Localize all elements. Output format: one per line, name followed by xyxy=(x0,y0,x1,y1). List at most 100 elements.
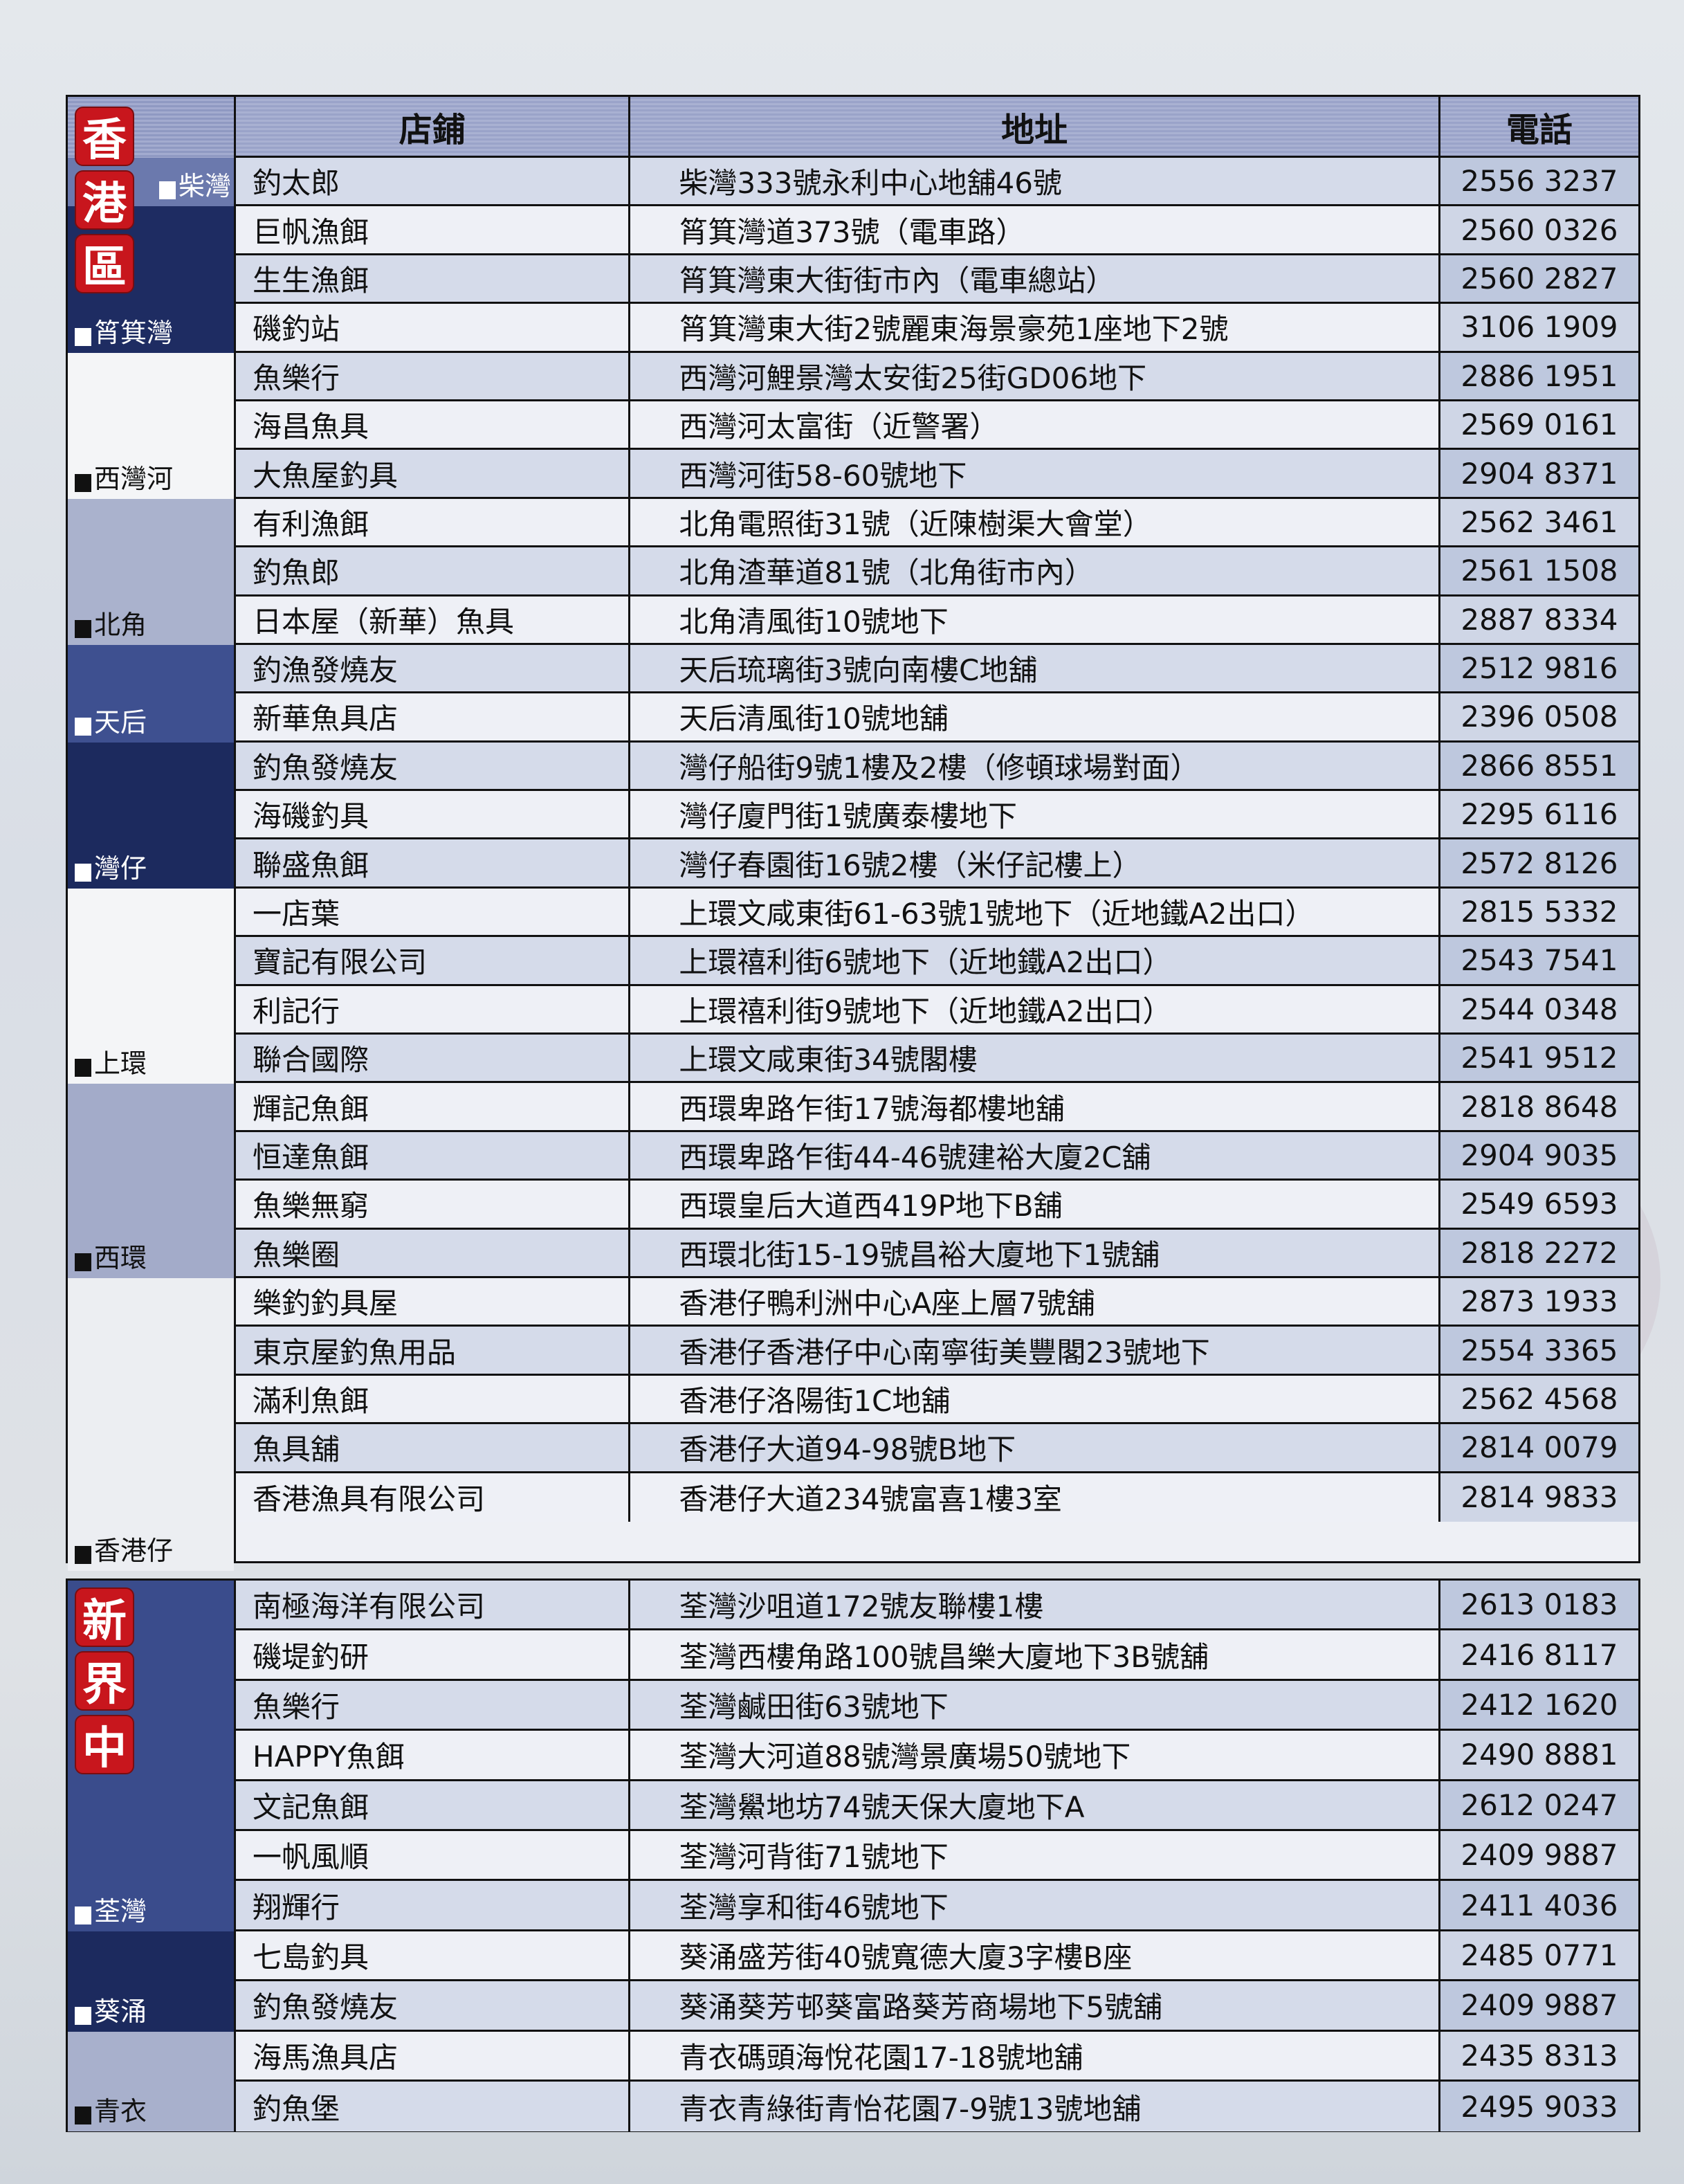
district-group: 天后 xyxy=(68,645,234,743)
store-phone: 2485 0771 xyxy=(1440,1931,1638,1980)
region-badge: 香港區 xyxy=(75,107,134,293)
store-phone: 2560 2827 xyxy=(1440,255,1638,302)
store-address: 香港仔大道94-98號B地下 xyxy=(630,1424,1440,1471)
store-address: 北角渣華道81號（北角街市內） xyxy=(630,547,1440,594)
store-name: 釣魚堡 xyxy=(236,2081,631,2132)
district-label: 西灣河 xyxy=(94,463,174,494)
store-name: 海馬漁具店 xyxy=(236,2031,631,2080)
store-name: 寶記有限公司 xyxy=(236,937,631,984)
table-row: 有利漁餌 北角電照街31號（近陳樹渠大會堂） 2562 3461 xyxy=(236,498,1638,548)
table-row: 磯釣站 筲箕灣東大街2號麗東海景豪苑1座地下2號 3106 1909 xyxy=(236,304,1638,353)
store-phone: 2411 4036 xyxy=(1440,1881,1638,1929)
store-address: 西灣河街58-60號地下 xyxy=(630,450,1440,497)
store-phone: 2904 9035 xyxy=(1440,1131,1638,1179)
table-row: 魚具舖 香港仔大道94-98號B地下 2814 0079 xyxy=(236,1424,1638,1473)
store-address: 上環文咸東街61-63號1號地下（近地鐵A2出口） xyxy=(630,888,1440,936)
table-row: 魚樂行 西灣河鯉景灣太安街25街GD06地下 2886 1951 xyxy=(236,352,1638,401)
store-phone: 2814 9833 xyxy=(1440,1473,1638,1522)
district-group: 上環 xyxy=(68,889,234,1084)
square-bullet-icon xyxy=(75,473,91,492)
store-address: 荃灣西樓角路100號昌樂大廈地下3B號舖 xyxy=(630,1630,1440,1679)
store-address: 上環文咸東街34號閣樓 xyxy=(630,1035,1440,1082)
district-group: 香港仔 xyxy=(68,1278,234,1571)
table-row: 利記行 上環禧利街9號地下（近地鐵A2出口） 2544 0348 xyxy=(236,985,1638,1035)
store-name: 聯盛魚餌 xyxy=(236,839,631,886)
store-address: 上環禧利街6號地下（近地鐵A2出口） xyxy=(630,937,1440,984)
store-name: 七島釣具 xyxy=(236,1931,631,1980)
store-address: 香港仔鴨利洲中心A座上層7號舖 xyxy=(630,1277,1440,1325)
store-address: 上環禧利街9號地下（近地鐵A2出口） xyxy=(630,985,1440,1033)
store-address: 荃灣沙咀道172號友聯樓1樓 xyxy=(630,1581,1440,1629)
table-row: 大魚屋釣具 西灣河街58-60號地下 2904 8371 xyxy=(236,450,1638,499)
store-name: 魚具舖 xyxy=(236,1424,631,1471)
store-address: 柴灣333號永利中心地舖46號 xyxy=(630,158,1440,205)
store-address: 灣仔春園街16號2樓（米仔記樓上） xyxy=(630,839,1440,886)
store-name: 輝記魚餌 xyxy=(236,1083,631,1130)
store-name: 樂釣釣具屋 xyxy=(236,1277,631,1325)
table-row: 釣魚郎 北角渣華道81號（北角街市內） 2561 1508 xyxy=(236,547,1638,597)
table-row: 釣太郎 柴灣333號永利中心地舖46號 2556 3237 xyxy=(236,158,1638,207)
store-phone: 2561 1508 xyxy=(1440,547,1638,594)
table-row: 南極海洋有限公司 荃灣沙咀道172號友聯樓1樓 2613 0183 xyxy=(236,1581,1638,1631)
table-row: 一帆風順 荃灣河背街71號地下 2409 9887 xyxy=(236,1830,1638,1882)
new-territories-table: 新界中荃灣 葵涌 青衣 南極海洋有限公司 荃灣沙咀道172號友聯樓1樓 2613 018… xyxy=(66,1578,1640,2132)
table-row: 日本屋（新華）魚具 北角清風街10號地下 2887 8334 xyxy=(236,596,1638,645)
store-phone: 2396 0508 xyxy=(1440,693,1638,740)
district-label: 青衣 xyxy=(94,2096,147,2127)
store-name: 釣漁發燒友 xyxy=(236,644,631,692)
store-name: 釣太郎 xyxy=(236,158,631,205)
district-label: 荃灣 xyxy=(94,1895,147,1927)
store-phone: 3106 1909 xyxy=(1440,304,1638,351)
store-address: 西環北街15-19號昌裕大廈地下1號舖 xyxy=(630,1229,1440,1276)
store-address: 北角清風街10號地下 xyxy=(630,596,1440,643)
table-row: 翔輝行 荃灣享和街46號地下 2411 4036 xyxy=(236,1881,1638,1931)
store-address: 葵涌葵芳邨葵富路葵芳商場地下5號舖 xyxy=(630,1981,1440,2030)
store-phone: 2562 4568 xyxy=(1440,1375,1638,1423)
store-phone: 2556 3237 xyxy=(1440,158,1638,205)
district-group: 灣仔 xyxy=(68,742,234,889)
table-header: 店鋪 地址 電話 xyxy=(236,97,1638,158)
store-name: 海磯釣具 xyxy=(236,791,631,838)
store-phone: 2409 9887 xyxy=(1440,1981,1638,2030)
square-bullet-icon xyxy=(158,181,176,200)
store-phone: 2295 6116 xyxy=(1440,791,1638,838)
table-row: 文記魚餌 荃灣鱟地坊74號天保大廈地下A 2612 0247 xyxy=(236,1781,1638,1831)
district-group: 葵涌 xyxy=(68,1931,234,2032)
store-name: 東京屋釣魚用品 xyxy=(236,1327,631,1374)
store-name: 釣魚發燒友 xyxy=(236,1981,631,2030)
district-column: 新界中荃灣 葵涌 青衣 xyxy=(68,1581,236,2132)
store-phone: 2495 9033 xyxy=(1440,2081,1638,2132)
table-row: 香港漁具有限公司 香港仔大道234號富喜1樓3室 2814 9833 xyxy=(236,1473,1638,1522)
store-phone: 2815 5332 xyxy=(1440,888,1638,936)
district-label: 柴灣 xyxy=(178,171,231,202)
square-bullet-icon xyxy=(75,1545,91,1564)
table-row: 東京屋釣魚用品 香港仔香港仔中心南寧街美豐閣23號地下 2554 3365 xyxy=(236,1327,1638,1376)
store-name: 大魚屋釣具 xyxy=(236,450,631,497)
store-phone: 2887 8334 xyxy=(1440,596,1638,643)
store-name: 魚樂無窮 xyxy=(236,1181,631,1228)
table-row: 輝記魚餌 西環卑路乍街17號海都樓地舖 2818 8648 xyxy=(236,1083,1638,1132)
store-address: 西環卑路乍街44-46號建裕大廈2C舖 xyxy=(630,1131,1440,1179)
square-bullet-icon xyxy=(75,327,91,346)
store-name: 恒達魚餌 xyxy=(236,1131,631,1179)
store-name: 香港漁具有限公司 xyxy=(236,1473,631,1522)
square-bullet-icon xyxy=(75,1906,91,1924)
square-bullet-icon xyxy=(75,863,91,882)
store-phone: 2873 1933 xyxy=(1440,1277,1638,1325)
table-row: 新華魚具店 天后清風街10號地舖 2396 0508 xyxy=(236,693,1638,743)
district-column: 香港區 柴灣 筲箕灣 西灣河 北角 天后 灣仔 上環 西環 香港仔 xyxy=(68,97,236,1571)
store-name: 新華魚具店 xyxy=(236,693,631,740)
store-phone: 2613 0183 xyxy=(1440,1581,1638,1629)
store-phone: 2886 1951 xyxy=(1440,352,1638,399)
region-badge-char: 區 xyxy=(75,234,134,293)
square-bullet-icon xyxy=(75,2106,91,2125)
store-name: 文記魚餌 xyxy=(236,1781,631,1829)
store-address: 葵涌盛芳街40號寬德大廈3字樓B座 xyxy=(630,1931,1440,1980)
table-row: 釣魚發燒友 灣仔船街9號1樓及2樓（修頓球場對面） 2866 8551 xyxy=(236,742,1638,792)
store-name: 滿利魚餌 xyxy=(236,1375,631,1423)
table-row: 釣魚堡 青衣青綠街青怡花園7-9號13號地舖 2495 9033 xyxy=(236,2081,1638,2132)
store-address: 青衣碼頭海悅花園17-18號地舖 xyxy=(630,2031,1440,2080)
store-phone: 2554 3365 xyxy=(1440,1327,1638,1374)
store-phone: 2866 8551 xyxy=(1440,742,1638,790)
store-address: 西灣河鯉景灣太安街25街GD06地下 xyxy=(630,352,1440,399)
